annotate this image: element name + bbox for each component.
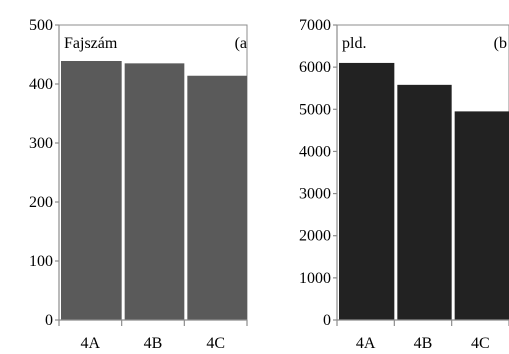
panel-a-y-tick-label: 300 [29, 135, 53, 152]
panel-a-y-tick-label: 500 [29, 17, 53, 34]
panel-b-y-tick-label: 3000 [299, 186, 331, 203]
panel-a-category-label-4c: 4C [206, 335, 225, 352]
panel-b-y-tick-label: 5000 [299, 101, 331, 118]
panel-a-y-tick-label: 400 [29, 76, 53, 93]
panel-b-chart: 0 1000 2000 3000 4000 5000 6000 7000 4A 4B 4C pld… [299, 17, 509, 352]
panel-b-title: pld. [342, 35, 366, 52]
panel-b-y-tick-label: 1000 [299, 270, 331, 287]
panel-b-tag: (b [494, 35, 507, 52]
panel-a-category-label-4a: 4A [81, 335, 101, 352]
panel-a-bar-4a [61, 60, 122, 321]
panel-a-bar-4c [187, 75, 247, 321]
panel-b-bar-4b [397, 84, 452, 320]
panel-b-y-tick-label: 6000 [299, 59, 331, 76]
panel-b-bar-4a [339, 62, 395, 321]
panel-b-y-tick-label: 7000 [299, 17, 331, 34]
panel-a-bar-4b [124, 63, 185, 320]
panel-b-y-tick-label: 2000 [299, 228, 331, 245]
panel-b-category-label-4c: 4C [471, 335, 490, 352]
panel-a-y-tick-label: 200 [29, 194, 53, 211]
panel-b-bar-4c [454, 111, 509, 321]
panel-a-chart: 0 100 200 300 400 500 4A 4B 4C Fajszám (a [29, 17, 248, 352]
panel-b-category-label-4b: 4B [414, 335, 433, 352]
panel-a-title: Fajszám [64, 35, 118, 52]
panel-b-category-label-4a: 4A [356, 335, 376, 352]
panel-a-category-label-4b: 4B [144, 335, 163, 352]
panel-a-y-tick-label: 100 [29, 253, 53, 270]
panel-b-y-tick-label: 4000 [299, 143, 331, 160]
panel-b-y-tick-label: 0 [323, 312, 331, 329]
panel-a-tag: (a [235, 35, 247, 52]
panel-a-y-tick-label: 0 [45, 312, 53, 329]
